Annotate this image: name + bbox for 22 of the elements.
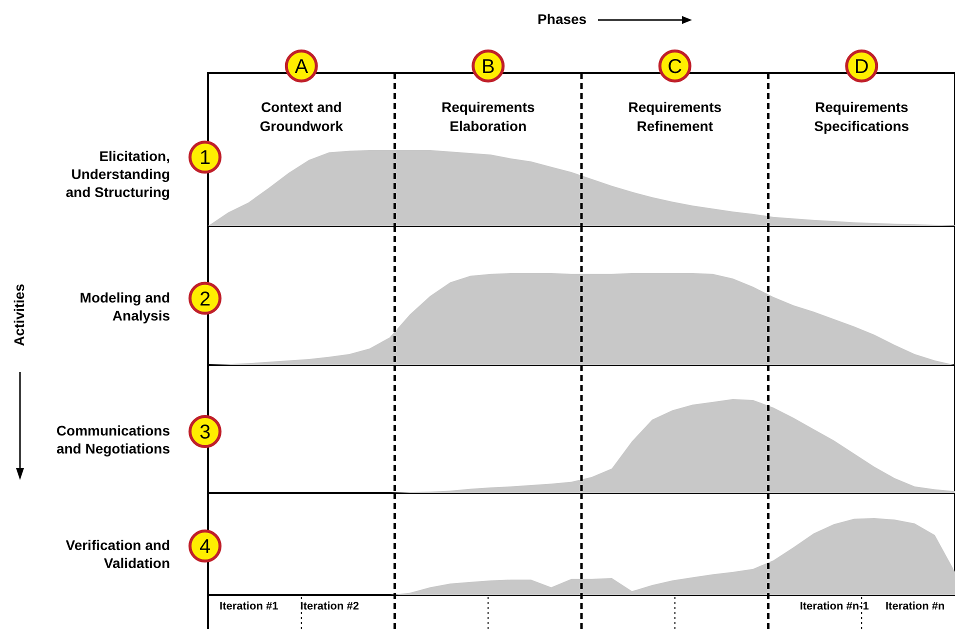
text: Activities [11, 284, 27, 346]
text: Requirements Elaboration [441, 99, 536, 134]
y-axis-title: Verification and Validation [66, 537, 170, 572]
x-tick-label: Iteration #n [885, 600, 946, 612]
text: 2 [199, 288, 211, 310]
text: Context and Groundwork [260, 99, 344, 134]
text: A [294, 56, 309, 78]
x-tick-label: Iteration #2 [300, 600, 359, 612]
chart-title: 1 [199, 147, 211, 170]
text: 4 [199, 536, 211, 558]
text: D [854, 56, 869, 78]
x-tick-label: Iteration #1 [220, 600, 278, 612]
text: Requirements Specifications [814, 99, 910, 134]
text: Requirements Refinement [628, 99, 722, 134]
text: B [481, 56, 495, 78]
x-tick-label: Iteration #n-1 [800, 600, 869, 612]
y-axis-title: Elicitation, Understanding and Structuring [66, 148, 170, 200]
y-axis-title: Communications and Negotiations [56, 422, 170, 457]
text: C [668, 56, 682, 78]
text: 3 [199, 422, 211, 444]
x2-axis-title: Phases [538, 11, 587, 27]
y-axis-title: Modeling and Analysis [80, 289, 170, 324]
